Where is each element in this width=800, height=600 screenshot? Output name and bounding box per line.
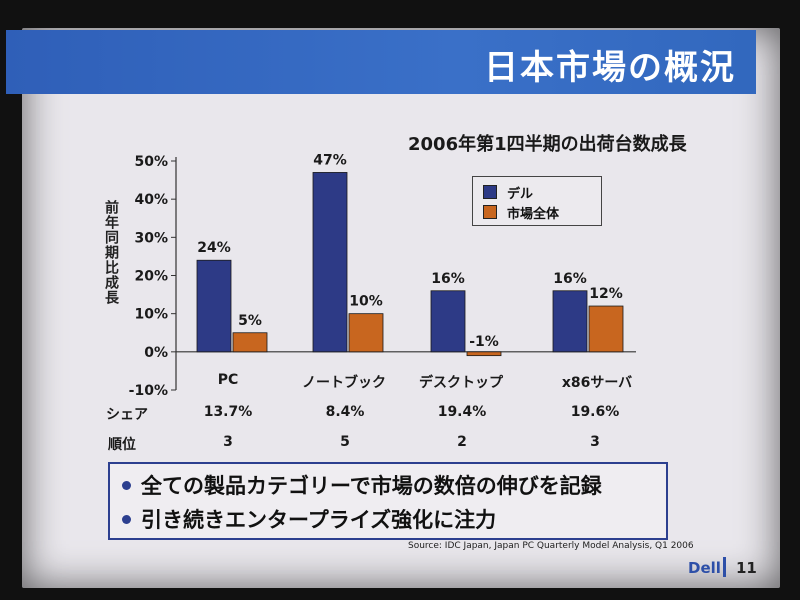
- dell-logo: Dell: [688, 559, 721, 577]
- chart-title: 2006年第1四半期の出荷台数成長: [408, 134, 687, 155]
- legend-label-dell: デル: [507, 187, 534, 202]
- title-banner: 日本市場の概況: [6, 30, 756, 94]
- data-label-dell-pc: 24%: [197, 240, 231, 256]
- category-label-server: x86サーバ: [561, 375, 633, 391]
- category-label-pc: PC: [217, 372, 239, 388]
- data-label-dell-desktop: 16%: [431, 271, 465, 287]
- bar-dell-notebook: [312, 172, 348, 353]
- rank-value-pc: 3: [223, 434, 233, 450]
- data-label-dell-notebook: 47%: [313, 152, 347, 168]
- bullet-text: 全ての製品カテゴリーで市場の数倍の伸びを記録: [141, 474, 602, 498]
- bar-market-notebook: [348, 313, 384, 353]
- y-tick-label: 10%: [134, 307, 168, 323]
- bar-dell-pc: [196, 259, 232, 353]
- y-tick-label: -10%: [129, 383, 168, 399]
- rank-value-server: 3: [590, 434, 600, 450]
- y-tick-label: 40%: [134, 192, 168, 208]
- share-value-desktop: 19.4%: [437, 404, 487, 420]
- share-value-pc: 13.7%: [203, 404, 253, 420]
- slide-title: 日本市場の概況: [484, 48, 736, 88]
- bullet-text: 引き続きエンタープライズ強化に注力: [141, 508, 497, 532]
- summary-box: 全ての製品カテゴリーで市場の数倍の伸びを記録 引き続きエンタープライズ強化に注力: [108, 462, 668, 540]
- category-label-desktop: デスクトップ: [419, 375, 503, 391]
- rank-row-label: 順位: [108, 437, 136, 453]
- bullet-item: 引き続きエンタープライズ強化に注力: [122, 504, 496, 534]
- rank-value-notebook: 5: [340, 434, 350, 450]
- data-label-market-notebook: 10%: [349, 294, 383, 310]
- bar-market-desktop: [466, 351, 502, 357]
- data-label-market-pc: 5%: [238, 313, 262, 329]
- bar-market-server: [588, 305, 624, 353]
- bullet-item: 全ての製品カテゴリーで市場の数倍の伸びを記録: [122, 470, 602, 500]
- share-value-notebook: 8.4%: [325, 404, 365, 420]
- bar-market-pc: [232, 332, 268, 353]
- chart-legend: デル 市場全体: [472, 176, 602, 226]
- y-tick-label: 30%: [134, 230, 168, 246]
- share-value-server: 19.6%: [570, 404, 620, 420]
- rank-value-desktop: 2: [457, 434, 467, 450]
- y-tick-label: 0%: [144, 345, 168, 361]
- share-row-label: シェア: [106, 407, 148, 423]
- bar-dell-desktop: [430, 290, 466, 353]
- legend-item-market: 市場全体: [483, 203, 559, 222]
- data-label-dell-server: 16%: [553, 271, 587, 287]
- source-note: Source: IDC Japan, Japan PC Quarterly Mo…: [408, 541, 694, 551]
- legend-label-market: 市場全体: [507, 207, 560, 222]
- y-axis-title: 前年同期比成長: [103, 200, 119, 305]
- page-number: 11: [736, 559, 757, 577]
- y-tick-label: 50%: [134, 154, 168, 170]
- category-label-notebook: ノートブック: [302, 375, 386, 391]
- data-label-market-server: 12%: [589, 286, 623, 302]
- bullet-dot-icon: [122, 481, 131, 490]
- logo-bar: [723, 557, 726, 577]
- legend-swatch-market: [483, 205, 497, 219]
- bullet-dot-icon: [122, 515, 131, 524]
- y-tick-label: 20%: [134, 269, 168, 285]
- legend-swatch-dell: [483, 185, 497, 199]
- bar-dell-server: [552, 290, 588, 353]
- data-label-market-desktop: -1%: [469, 334, 499, 350]
- legend-item-dell: デル: [483, 183, 533, 202]
